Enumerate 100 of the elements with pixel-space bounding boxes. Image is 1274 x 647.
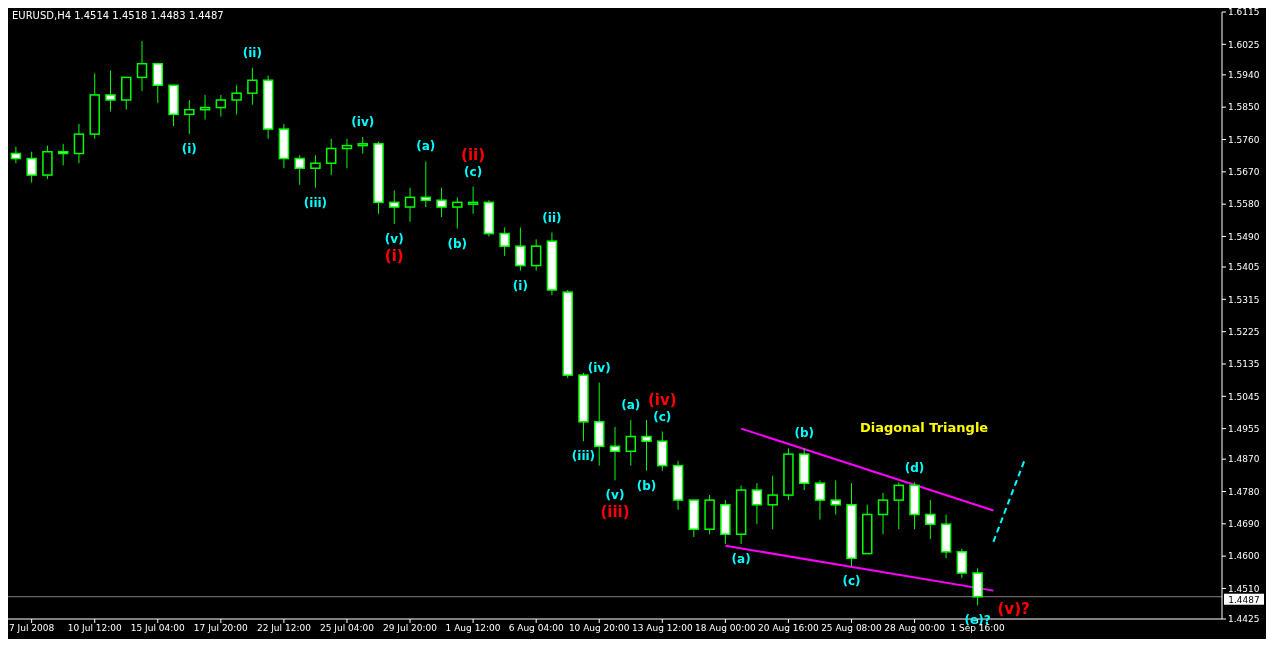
candlestick xyxy=(152,62,164,104)
x-tick-label: 18 Aug 00:00 xyxy=(695,623,756,634)
text: (iv) xyxy=(351,114,375,129)
candlestick xyxy=(325,138,337,176)
text: (b) xyxy=(636,478,657,493)
ref-line-label: 1.4487 xyxy=(1228,594,1260,605)
candlestick xyxy=(310,154,321,189)
x-tick-label: 10 Aug 20:00 xyxy=(568,623,630,634)
candlestick xyxy=(121,76,132,111)
y-tick-label: 1.5405 xyxy=(1228,262,1260,273)
candlestick xyxy=(972,567,983,606)
y-tick-label: 1.6025 xyxy=(1228,39,1260,50)
candlestick xyxy=(294,154,305,186)
x-tick-label: 7 Jul 2008 xyxy=(9,623,55,634)
text: (ii) xyxy=(242,45,262,60)
text: (c) xyxy=(653,409,672,424)
candlestick xyxy=(641,419,652,472)
x-tick-label: 25 Jul 04:00 xyxy=(319,623,375,634)
candlestick xyxy=(609,426,621,481)
candlestick xyxy=(767,475,778,530)
candlestick xyxy=(215,94,227,118)
y-tick-label: 1.5940 xyxy=(1228,70,1260,81)
text: (iii) xyxy=(303,195,328,210)
y-tick-label: 1.5135 xyxy=(1228,359,1260,370)
y-tick-label: 1.4425 xyxy=(1228,614,1260,625)
candlestick xyxy=(57,143,69,166)
candlestick xyxy=(530,238,542,272)
text: (v) xyxy=(605,488,625,503)
candlestick xyxy=(925,499,936,540)
candlestick xyxy=(341,138,353,169)
candlestick xyxy=(436,187,447,218)
x-tick-label: 20 Aug 16:00 xyxy=(758,623,820,634)
x-tick-label: 25 Aug 08:00 xyxy=(821,623,883,634)
text: (a) xyxy=(416,139,436,154)
text: (v)? xyxy=(997,600,1030,619)
x-tick-label: 10 Jul 12:00 xyxy=(67,623,122,634)
text: (ii) xyxy=(542,210,562,225)
candlestick xyxy=(105,70,116,112)
candlestick xyxy=(42,145,53,180)
x-tick-label: 1 Aug 12:00 xyxy=(445,623,501,634)
text: (i) xyxy=(384,246,404,265)
text: (v) xyxy=(384,231,404,246)
text: (iv) xyxy=(647,390,677,409)
y-tick-label: 1.4510 xyxy=(1228,583,1260,594)
text: (ii) xyxy=(461,145,486,164)
candlestick xyxy=(515,227,526,272)
y-tick-label: 1.5850 xyxy=(1228,102,1260,113)
x-tick-label: 1 Sep 16:00 xyxy=(950,623,1006,634)
candlestick xyxy=(10,146,22,164)
y-tick-label: 1.5490 xyxy=(1228,231,1260,242)
text: (iii) xyxy=(571,449,596,464)
candlestick xyxy=(893,482,905,530)
annotation: Diagonal Triangle xyxy=(860,420,989,435)
x-tick-label: 17 Jul 20:00 xyxy=(193,623,249,634)
candlestick xyxy=(247,67,258,106)
x-tick-label: 13 Aug 12:00 xyxy=(631,623,693,634)
text: (i) xyxy=(512,278,528,293)
candlestick xyxy=(751,482,763,525)
y-tick-label: 1.5045 xyxy=(1228,391,1260,402)
candlestick xyxy=(420,160,432,208)
text: (c) xyxy=(464,164,483,179)
text: (b) xyxy=(447,236,468,251)
text: (d) xyxy=(904,460,925,475)
candlestick xyxy=(956,548,968,579)
candlestick xyxy=(231,84,242,115)
candlestick xyxy=(814,479,826,521)
y-tick-label: 1.5760 xyxy=(1228,134,1260,145)
text: (a) xyxy=(621,398,641,413)
y-tick-label: 1.5225 xyxy=(1228,326,1260,337)
y-tick-label: 1.5315 xyxy=(1228,294,1260,305)
text: (i) xyxy=(181,142,197,157)
x-tick-label: 6 Aug 04:00 xyxy=(508,623,564,634)
candlestick xyxy=(499,227,510,257)
candlestick xyxy=(625,419,637,467)
text: (c) xyxy=(842,574,861,589)
candlestick xyxy=(877,492,889,535)
y-tick-label: 1.4600 xyxy=(1228,551,1260,562)
candlestick xyxy=(73,123,85,164)
x-tick-label: 15 Jul 04:00 xyxy=(130,623,186,634)
text: (b) xyxy=(794,426,814,441)
y-tick-label: 1.5670 xyxy=(1228,167,1260,178)
text: (iii) xyxy=(600,503,630,522)
candlestick xyxy=(452,196,463,230)
y-tick-label: 1.6115 xyxy=(1228,7,1260,18)
candlestick xyxy=(389,190,400,225)
x-tick-label: 28 Aug 00:00 xyxy=(884,623,946,634)
candlestick xyxy=(26,151,37,184)
x-tick-label: 22 Jul 12:00 xyxy=(256,623,312,634)
chart-title: EURUSD,H4 1.4514 1.4518 1.4483 1.4487 xyxy=(12,10,224,21)
candlestick xyxy=(404,187,416,223)
candlestick xyxy=(467,186,479,215)
y-tick-label: 1.5580 xyxy=(1228,199,1260,210)
candlestick xyxy=(136,40,148,92)
y-tick-label: 1.4780 xyxy=(1228,486,1260,497)
x-tick-label: 29 Jul 20:00 xyxy=(383,623,438,634)
text: (iv) xyxy=(587,360,611,375)
y-tick-label: 1.4690 xyxy=(1228,519,1260,530)
candlestick xyxy=(184,99,195,135)
y-tick-label: 1.4870 xyxy=(1228,454,1260,465)
text: (a) xyxy=(731,551,751,566)
